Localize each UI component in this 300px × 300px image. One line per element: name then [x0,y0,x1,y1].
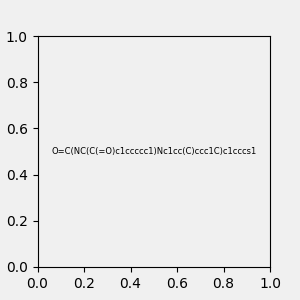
Text: O=C(NC(C(=O)c1ccccc1)Nc1cc(C)ccc1C)c1cccs1: O=C(NC(C(=O)c1ccccc1)Nc1cc(C)ccc1C)c1ccc… [51,147,256,156]
